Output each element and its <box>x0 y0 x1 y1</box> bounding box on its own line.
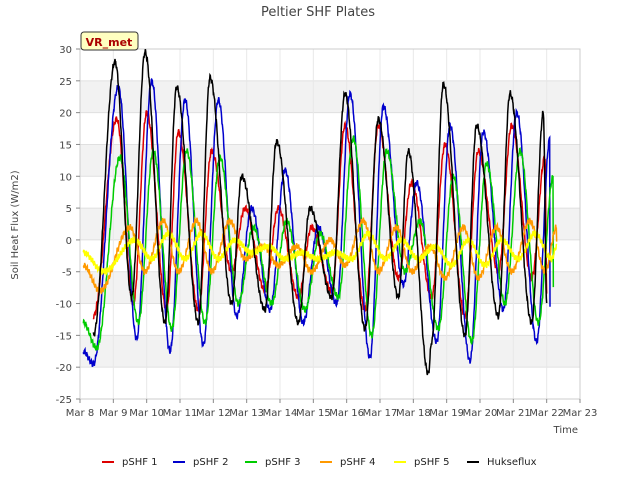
y-tick-label: 0 <box>66 236 72 247</box>
x-tick-label: Mar 17 <box>363 408 398 419</box>
x-tick-label: Mar 13 <box>229 408 264 419</box>
legend-label: pSHF 2 <box>193 457 229 468</box>
x-tick-label: Mar 22 <box>529 408 564 419</box>
x-tick-label: Mar 23 <box>563 408 598 419</box>
legend-item: pSHF 2 <box>173 457 229 468</box>
series-lines <box>82 49 558 376</box>
x-tick-label: Mar 20 <box>463 408 498 419</box>
legend-label: pSHF 4 <box>340 457 376 468</box>
y-tick-label: -20 <box>56 363 72 374</box>
legend-item: pSHF 5 <box>394 457 450 468</box>
legend: pSHF 1 pSHF 2 pSHF 3 pSHF 4 pSHF 5 Hukseflux <box>102 457 537 468</box>
y-tick-label: -10 <box>56 300 72 311</box>
legend-item: Hukseflux <box>467 457 537 468</box>
y-tick-label: -15 <box>56 331 72 342</box>
legend-item: pSHF 4 <box>320 457 376 468</box>
plot-frame <box>79 48 581 400</box>
band <box>80 80 580 113</box>
y-tick-label: 10 <box>59 172 72 183</box>
x-tick-label: Mar 10 <box>129 408 164 419</box>
series-line <box>92 49 548 376</box>
x-tick-label: Mar 8 <box>66 408 94 419</box>
y-tick-label: 5 <box>66 204 72 215</box>
x-axis-label: Time <box>553 425 578 436</box>
x-tick-label: Mar 21 <box>496 408 531 419</box>
chart-title: Peltier SHF Plates <box>261 5 375 20</box>
series-line <box>82 216 558 295</box>
site-label-box: VR_met <box>80 31 139 51</box>
y-axis-label: Soil Heat Flux (W/m2) <box>10 170 21 279</box>
y-tick-label: -5 <box>62 268 72 279</box>
band <box>80 335 580 368</box>
band <box>80 144 580 177</box>
x-tick-label: Mar 12 <box>196 408 231 419</box>
legend-item: pSHF 3 <box>245 457 301 468</box>
series-line <box>82 228 558 277</box>
y-tick-label: 15 <box>59 140 72 151</box>
x-tick-label: Mar 15 <box>296 408 331 419</box>
plot-bands <box>80 80 580 368</box>
y-tick-label: 30 <box>59 45 72 56</box>
y-axis: -25 -20 -15 -10 -5 0 5 10 15 20 25 30 <box>56 45 80 406</box>
legend-item: pSHF 1 <box>102 457 158 468</box>
legend-label: pSHF 3 <box>265 457 301 468</box>
x-tick-label: Mar 18 <box>396 408 431 419</box>
y-tick-label: 25 <box>59 77 72 88</box>
x-tick-label: Mar 16 <box>329 408 364 419</box>
x-tick-label: Mar 9 <box>99 408 127 419</box>
legend-label: pSHF 5 <box>414 457 450 468</box>
site-label: VR_met <box>86 36 133 49</box>
x-tick-label: Mar 11 <box>163 408 198 419</box>
y-tick-label: 20 <box>59 109 72 120</box>
x-tick-label: Mar 14 <box>263 408 298 419</box>
band <box>80 208 580 240</box>
legend-label: Hukseflux <box>487 457 537 468</box>
y-tick-label: -25 <box>56 395 72 406</box>
legend-label: pSHF 1 <box>122 457 158 468</box>
x-tick-label: Mar 19 <box>429 408 464 419</box>
